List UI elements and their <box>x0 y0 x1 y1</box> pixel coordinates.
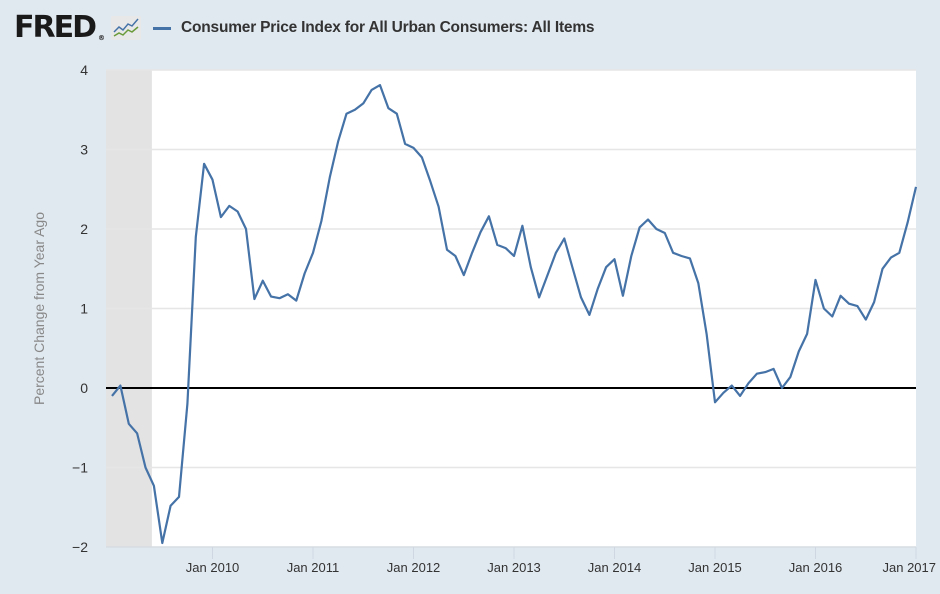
legend-label: Consumer Price Index for All Urban Consu… <box>181 19 595 36</box>
y-axis-ticks: 4 3 2 1 0 −1 −2 <box>72 62 88 555</box>
y-tick-label: −1 <box>72 460 88 476</box>
fred-logo[interactable]: FRED ® <box>14 13 105 43</box>
x-tick-label: Jan 2017 <box>883 560 937 575</box>
series-line-cpi[interactable] <box>111 84 918 545</box>
x-tick-marks <box>106 546 917 559</box>
x-tick-label: Jan 2014 <box>588 560 642 575</box>
chart-legend[interactable]: Consumer Price Index for All Urban Consu… <box>153 19 595 37</box>
x-tick-label: Jan 2011 <box>287 560 340 575</box>
x-tick-label: Jan 2015 <box>688 560 742 575</box>
x-tick-label: Jan 2012 <box>387 560 441 575</box>
legend-swatch <box>153 26 171 30</box>
y-tick-label: 0 <box>80 380 88 396</box>
y-axis-label: Percent Change from Year Ago <box>31 212 47 405</box>
y-tick-label: 3 <box>80 142 88 158</box>
y-tick-label: 4 <box>80 62 88 78</box>
x-tick-label: Jan 2010 <box>186 560 240 575</box>
fred-logo-text: FRED <box>14 10 97 45</box>
y-tick-label: −2 <box>72 539 88 555</box>
x-tick-label: Jan 2013 <box>487 560 541 575</box>
chart-header: FRED ® Consumer Price Index for All Urban… <box>14 10 595 46</box>
x-axis-ticks: Jan 2010 Jan 2011 Jan 2012 Jan 2013 Jan 2014… <box>186 560 936 575</box>
x-tick-label: Jan 2016 <box>789 560 843 575</box>
fred-graph-icon <box>111 16 141 40</box>
y-tick-label: 2 <box>80 221 88 237</box>
y-tick-label: 1 <box>80 301 88 317</box>
registered-mark: ® <box>98 34 105 42</box>
